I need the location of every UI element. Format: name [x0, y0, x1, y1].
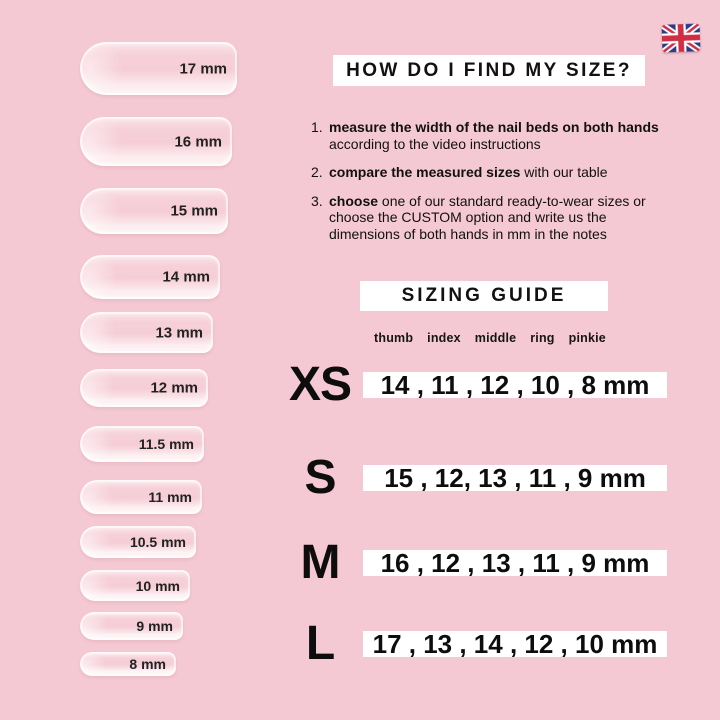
sizing-guide-title-box: SIZING GUIDE [360, 281, 608, 311]
nail-tip: 17 mm [80, 42, 237, 95]
size-letter: M [300, 536, 341, 589]
nail-size-label: 10.5 mm [129, 534, 186, 550]
instruction-text: compare the measured sizes with our tabl… [329, 164, 608, 181]
nail-tip: 8 mm [80, 652, 176, 676]
size-row-s: S 15 , 12, 13 , 11 , 9 mm [283, 454, 667, 502]
nail-size-label: 9 mm [136, 618, 173, 634]
instruction-bold-text: compare the measured sizes [329, 164, 521, 181]
size-measurements-bar: 16 , 12 , 13 , 11 , 9 mm [363, 550, 667, 576]
nail-size-label: 13 mm [155, 324, 203, 341]
nail-tip: 16 mm [80, 117, 232, 166]
finger-label-thumb: thumb [374, 331, 414, 345]
nail-tip: 10 mm [80, 570, 190, 601]
nail-tip: 15 mm [80, 188, 228, 234]
instruction-rest-text: with our table [520, 164, 608, 181]
instruction-number: 1. [311, 119, 323, 135]
instruction-item: 2. compare the measured sizes with our ta… [311, 164, 669, 181]
instructions-list: 1. measure the width of the nail beds on … [311, 119, 669, 254]
nail-tip: 11.5 mm [80, 426, 204, 462]
page-title: HOW DO I FIND MY SIZE? [346, 59, 632, 81]
size-row-xs: XS 14 , 11 , 12 , 10 , 8 mm [283, 361, 667, 409]
instruction-rest-text: one of our standard ready-to-wear sizes … [329, 192, 646, 242]
finger-label-index: index [427, 331, 461, 345]
nail-size-label: 8 mm [129, 656, 166, 672]
nail-tip: 14 mm [80, 255, 220, 299]
nail-size-label: 11.5 mm [138, 436, 194, 452]
finger-label-ring: ring [530, 331, 555, 345]
instruction-item: 3. choose one of our standard ready-to-we… [311, 193, 669, 243]
instruction-number: 2. [311, 164, 323, 181]
nail-tip: 9 mm [80, 612, 183, 640]
nail-tip: 12 mm [80, 369, 208, 407]
nail-tip: 10.5 mm [80, 526, 196, 558]
size-measurements: 14 , 11 , 12 , 10 , 8 mm [380, 370, 650, 400]
instruction-text: choose one of our standard ready-to-wear… [329, 193, 669, 243]
nail-size-label: 12 mm [150, 379, 198, 397]
nail-size-label: 16 mm [174, 133, 222, 150]
instruction-bold-text: measure the width of the nail beds on bo… [329, 119, 659, 135]
nail-size-label: 17 mm [179, 60, 227, 77]
sizing-guide-title: SIZING GUIDE [401, 285, 567, 306]
instruction-rest-text: according to the video instructions [329, 135, 541, 152]
nail-tip: 13 mm [80, 312, 213, 353]
size-measurements-bar: 15 , 12, 13 , 11 , 9 mm [363, 465, 667, 491]
nail-size-label: 10 mm [135, 577, 180, 594]
page-title-box: HOW DO I FIND MY SIZE? [333, 55, 645, 86]
finger-label-pinkie: pinkie [568, 331, 606, 345]
nail-size-label: 15 mm [170, 202, 218, 220]
size-measurements-bar: 14 , 11 , 12 , 10 , 8 mm [363, 372, 667, 398]
size-letter: L [305, 617, 335, 670]
instruction-item: 1. measure the width of the nail beds on … [311, 119, 669, 152]
nail-size-label: 11 mm [148, 489, 192, 505]
finger-labels-row: thumb index middle ring pinkie [374, 331, 606, 345]
size-letter: S [304, 451, 336, 504]
instruction-text: measure the width of the nail beds on bo… [329, 119, 669, 152]
size-measurements: 17 , 13 , 14 , 12 , 10 mm [372, 629, 658, 659]
instruction-bold-text: choose [329, 192, 379, 209]
size-measurements-bar: 17 , 13 , 14 , 12 , 10 mm [363, 631, 667, 657]
nail-tip: 11 mm [80, 480, 202, 514]
size-measurements: 16 , 12 , 13 , 11 , 9 mm [380, 548, 650, 578]
instruction-number: 3. [311, 192, 323, 209]
size-row-m: M 16 , 12 , 13 , 11 , 9 mm [283, 539, 667, 587]
size-measurements: 15 , 12, 13 , 11 , 9 mm [384, 463, 646, 493]
size-row-l: L 17 , 13 , 14 , 12 , 10 mm [283, 620, 667, 668]
uk-flag-icon [661, 23, 701, 53]
finger-label-middle: middle [474, 331, 517, 345]
size-letter: XS [288, 358, 352, 411]
nail-size-label: 14 mm [162, 268, 210, 286]
